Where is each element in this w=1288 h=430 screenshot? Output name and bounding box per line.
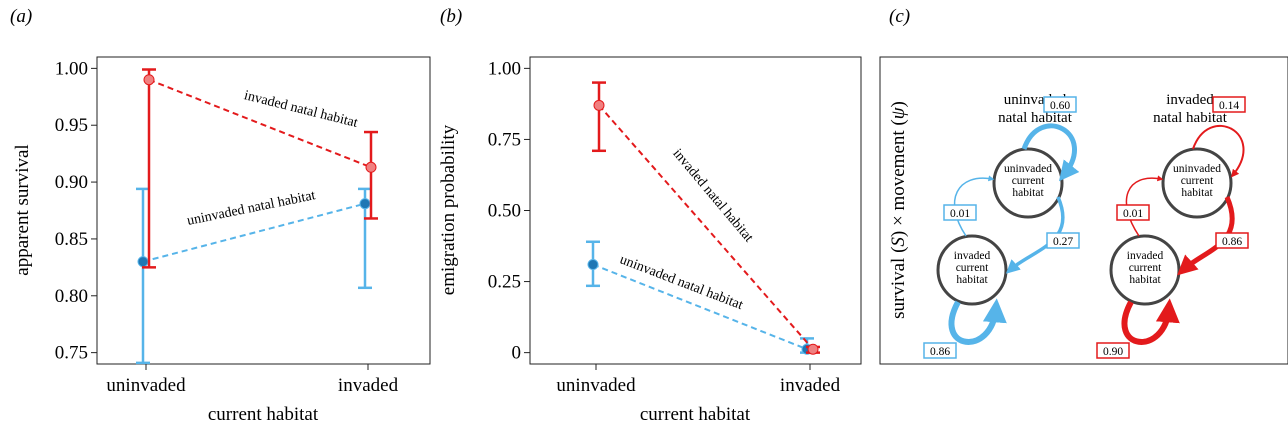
panel-b-ylabel: emigration probability [438, 124, 459, 295]
edge-label: 0.90 [1103, 346, 1123, 358]
panel-b-xlabel: current habitat [640, 404, 751, 425]
panel-b-plot-frame [529, 56, 862, 365]
panel-a-xlabel: current habitat [208, 404, 319, 425]
panel-b-y-ticks: 0 0.25 0.50 0.75 1.00 [488, 58, 530, 364]
edge-label-box [1046, 232, 1080, 249]
data-point [593, 99, 605, 111]
panel-a-annotation-uninvaded: uninvaded natal habitat [186, 188, 317, 229]
node-label: current [1012, 175, 1045, 187]
edge-label: 0.14 [1219, 100, 1239, 112]
x-tick-label: uninvaded [106, 375, 186, 396]
edge-label-box [1215, 232, 1249, 249]
panel-c-ylabel: survival (S) × movement (ψ) [888, 101, 909, 319]
x-tick-label: uninvaded [556, 375, 636, 396]
panel-a-x-ticks: uninvaded invaded [106, 364, 399, 396]
group-title: natal habitat [998, 110, 1073, 126]
habitat-node [1161, 147, 1233, 219]
group-title: natal habitat [1153, 110, 1228, 126]
node-label: invaded [954, 250, 991, 262]
self-loop-arrow [1192, 125, 1245, 178]
series-line [598, 104, 814, 350]
group-title: invaded [1166, 92, 1214, 108]
y-tick-label: 0.75 [488, 129, 521, 150]
panel-b-label: (b) [440, 6, 462, 27]
panel-a: (a) apparent survival current habitat 0.… [10, 6, 431, 425]
y-tick-label: 0.25 [488, 272, 521, 293]
panel-b-annotation-invaded: invaded natal habitat [669, 146, 756, 245]
habitat-node [992, 147, 1064, 219]
edge-label-box [1116, 204, 1150, 221]
panel-b-marks [586, 81, 820, 355]
node-label: uninvaded [1173, 163, 1221, 175]
panel-b-x-ticks: uninvaded invaded [556, 364, 841, 396]
panel-c-label: (c) [889, 6, 910, 27]
self-loop-arrow [948, 298, 1007, 345]
node-label: current [956, 262, 989, 274]
series-line [142, 202, 366, 263]
y-tick-label: 0 [512, 343, 522, 364]
node-label: habitat [1012, 187, 1044, 199]
panel-a-y-ticks: 0.75 0.80 0.85 0.90 0.95 1.00 [55, 58, 97, 364]
data-point [365, 161, 377, 173]
panel-a-ylabel: apparent survival [12, 144, 33, 275]
panel-b: (b) emigration probability current habit… [438, 6, 862, 425]
y-tick-label: 0.75 [55, 343, 88, 364]
edge-label-box [923, 342, 957, 359]
self-loop-arrow [1121, 298, 1180, 345]
edge-label-box [1212, 96, 1246, 113]
node-label: uninvaded [1004, 163, 1052, 175]
data-point [137, 256, 149, 268]
node-label: invaded [1127, 250, 1164, 262]
edge-label: 0.01 [950, 208, 970, 220]
self-loop-arrow [1021, 123, 1080, 182]
series-line [592, 263, 808, 351]
transition-arrow [1125, 175, 1164, 237]
edge-label: 0.60 [1050, 100, 1070, 112]
x-tick-label: invaded [780, 375, 841, 396]
node-label: current [1181, 175, 1214, 187]
node-label: habitat [1129, 274, 1161, 286]
panel-b-annotation-uninvaded: uninvaded natal habitat [618, 252, 745, 313]
transition-arrow [953, 175, 995, 237]
panel-a-annotation-invaded: invaded natal habitat [242, 88, 359, 131]
node-label: current [1129, 262, 1162, 274]
y-tick-label: 1.00 [488, 58, 521, 79]
edge-label-box [1096, 342, 1130, 359]
edge-label: 0.86 [930, 346, 950, 358]
y-tick-label: 0.90 [55, 172, 88, 193]
panel-a-label: (a) [10, 6, 32, 27]
y-tick-label: 0.95 [55, 115, 88, 136]
y-tick-label: 1.00 [55, 58, 88, 79]
panel-c-frame [879, 56, 1288, 365]
data-point [587, 259, 599, 271]
edge-label-box [943, 204, 977, 221]
node-label: habitat [1181, 187, 1213, 199]
y-tick-label: 0.50 [488, 201, 521, 222]
edge-label-box [1043, 96, 1077, 113]
y-tick-label: 0.80 [55, 286, 88, 307]
y-tick-label: 0.85 [55, 229, 88, 250]
edge-label: 0.27 [1053, 236, 1073, 248]
panel-a-marks [136, 68, 378, 365]
data-point [143, 74, 155, 86]
panel-a-plot-frame [96, 56, 431, 365]
edge-label: 0.01 [1123, 208, 1143, 220]
data-point [807, 343, 819, 355]
data-point [359, 198, 371, 210]
panel-c: (c) survival (S) × movement (ψ) uninvade… [879, 6, 1288, 365]
node-label: habitat [956, 274, 988, 286]
x-tick-label: invaded [338, 375, 399, 396]
edge-label: 0.86 [1222, 236, 1242, 248]
